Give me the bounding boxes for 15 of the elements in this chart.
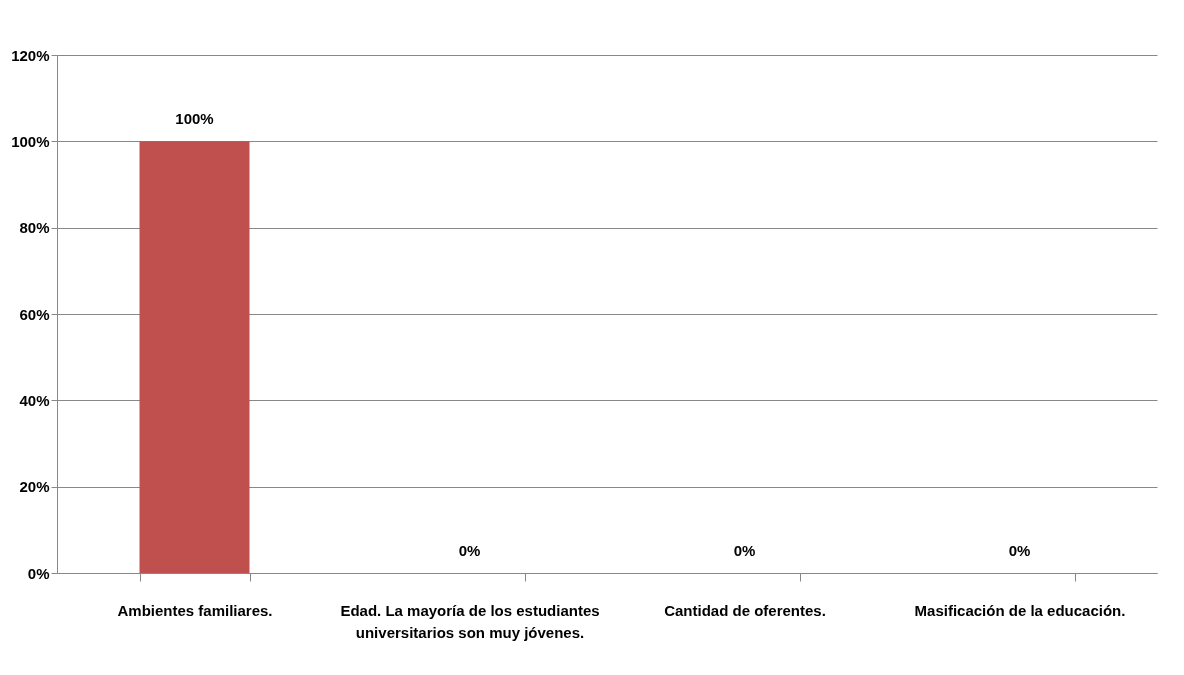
y-tick-label: 0% bbox=[27, 564, 50, 582]
data-label: 100% bbox=[175, 110, 214, 128]
data-label: 0% bbox=[458, 542, 481, 559]
x-tick-label: Cantidad de oferentes. bbox=[664, 601, 826, 619]
y-tick-label: 20% bbox=[19, 478, 50, 496]
y-tick-label: 40% bbox=[19, 391, 50, 409]
x-tick-label: Ambientes familiares. bbox=[117, 601, 273, 619]
data-label: 0% bbox=[1008, 542, 1031, 559]
y-tick-label: 80% bbox=[19, 219, 50, 237]
x-tick-label: Masificación de la educación. bbox=[914, 601, 1126, 619]
y-tick-label: 120% bbox=[11, 46, 50, 64]
data-label: 0% bbox=[733, 542, 756, 559]
y-tick-label: 60% bbox=[19, 305, 50, 323]
y-tick-label: 100% bbox=[11, 132, 50, 150]
x-tick-label: Edad. La mayoría de los estudiantes universitarios son muy jóvenes. bbox=[340, 601, 600, 641]
